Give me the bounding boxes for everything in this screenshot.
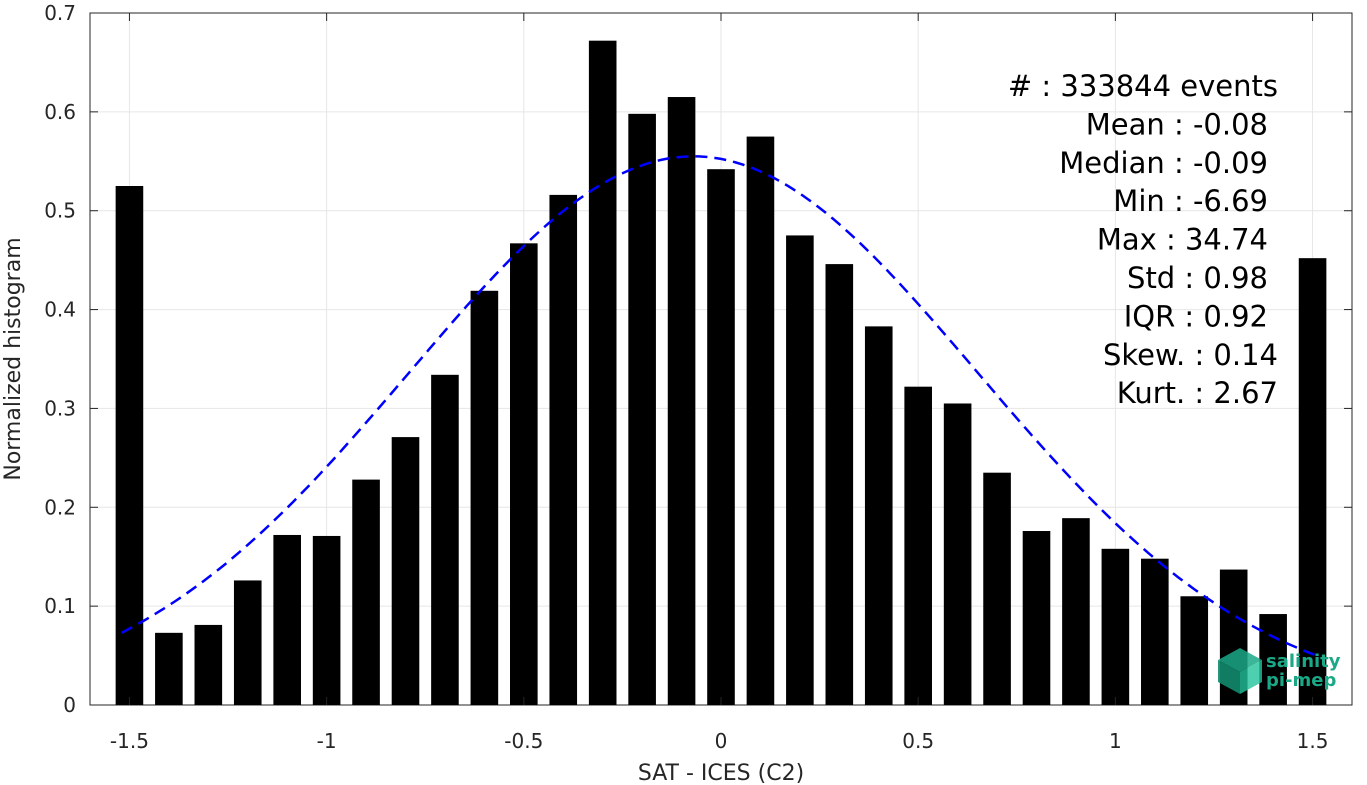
bar-9	[470, 290, 499, 705]
x-tick-label-5: 1	[1109, 729, 1122, 753]
bar-4	[273, 534, 301, 705]
x-tick-label-2: -0.5	[504, 729, 543, 753]
y-axis-ticks: 0 0.1 0.2 0.3 0.4 0.5 0.6 0.7	[44, 1, 1352, 717]
bar-26	[1141, 558, 1169, 705]
y-tick-label-7: 0.7	[44, 1, 76, 25]
stat-line-8: Kurt. : 2.67	[1117, 376, 1278, 410]
bar-2	[194, 624, 223, 705]
stat-line-7: Skew. : 0.14	[1103, 338, 1278, 372]
x-tick-label-4: 0.5	[902, 729, 934, 753]
stat-line-6: IQR : 0.92	[1124, 299, 1268, 333]
bar-6	[352, 479, 380, 705]
stat-line-4: Max : 34.74	[1097, 223, 1268, 257]
salinity-pi-mep-logo: salinity pi-mep	[1218, 648, 1341, 694]
stat-line-2: Median : -0.09	[1059, 146, 1268, 180]
y-axis-label: Normalized histogram	[1, 237, 26, 480]
bar-21	[943, 403, 972, 705]
y-tick-label-1: 0.1	[44, 594, 76, 618]
bar-13	[628, 113, 656, 705]
statistics-box: # : 333844 events Mean : -0.08 Median : -0…	[1008, 69, 1278, 410]
bar-22	[983, 472, 1011, 705]
bar-19	[864, 326, 893, 705]
bar-16	[746, 136, 775, 706]
bar-17	[786, 235, 814, 705]
stat-line-5: Std : 0.98	[1127, 261, 1268, 295]
bar-3	[233, 580, 262, 705]
x-tick-label-0: -1.5	[110, 729, 149, 753]
y-tick-label-4: 0.4	[44, 298, 76, 322]
bar-10	[510, 243, 538, 705]
bar-20	[904, 386, 932, 705]
x-axis-label: SAT - ICES (C2)	[638, 761, 804, 785]
bar-23	[1022, 531, 1051, 705]
bar-25	[1101, 548, 1130, 705]
gaussian-fit-curve	[121, 155, 1321, 659]
logo-line1: salinity	[1266, 651, 1341, 672]
bar-15	[707, 169, 735, 706]
cube-icon	[1218, 648, 1262, 694]
x-tick-label-3: 0	[715, 729, 728, 753]
y-tick-label-3: 0.3	[44, 396, 76, 420]
bar-18	[825, 264, 854, 705]
bar-12	[588, 40, 617, 706]
y-tick-label-5: 0.5	[44, 199, 76, 223]
bar-0	[115, 186, 144, 705]
y-tick-label-6: 0.6	[44, 100, 76, 124]
bar-8	[431, 374, 459, 705]
bar-14	[667, 97, 696, 706]
bar-11	[549, 194, 578, 705]
x-tick-label-6: 1.5	[1297, 729, 1329, 753]
x-axis-ticks: -1.5 -1 -0.5 0 0.5 1 1.5	[110, 13, 1329, 753]
bar-24	[1062, 518, 1090, 705]
x-tick-label-1: -1	[317, 729, 337, 753]
bar-30	[1298, 258, 1327, 705]
bar-7	[391, 437, 420, 705]
stat-line-0: # : 333844 events	[1008, 69, 1278, 103]
y-tick-label-2: 0.2	[44, 495, 76, 519]
bar-29	[1259, 614, 1287, 705]
stat-line-3: Min : -6.69	[1113, 184, 1268, 218]
bar-27	[1180, 596, 1209, 705]
bar-1	[155, 632, 183, 705]
logo-line2: pi-mep	[1266, 670, 1336, 691]
y-tick-label-0: 0	[63, 693, 76, 717]
bar-5	[312, 535, 341, 705]
stat-line-1: Mean : -0.08	[1086, 107, 1268, 141]
